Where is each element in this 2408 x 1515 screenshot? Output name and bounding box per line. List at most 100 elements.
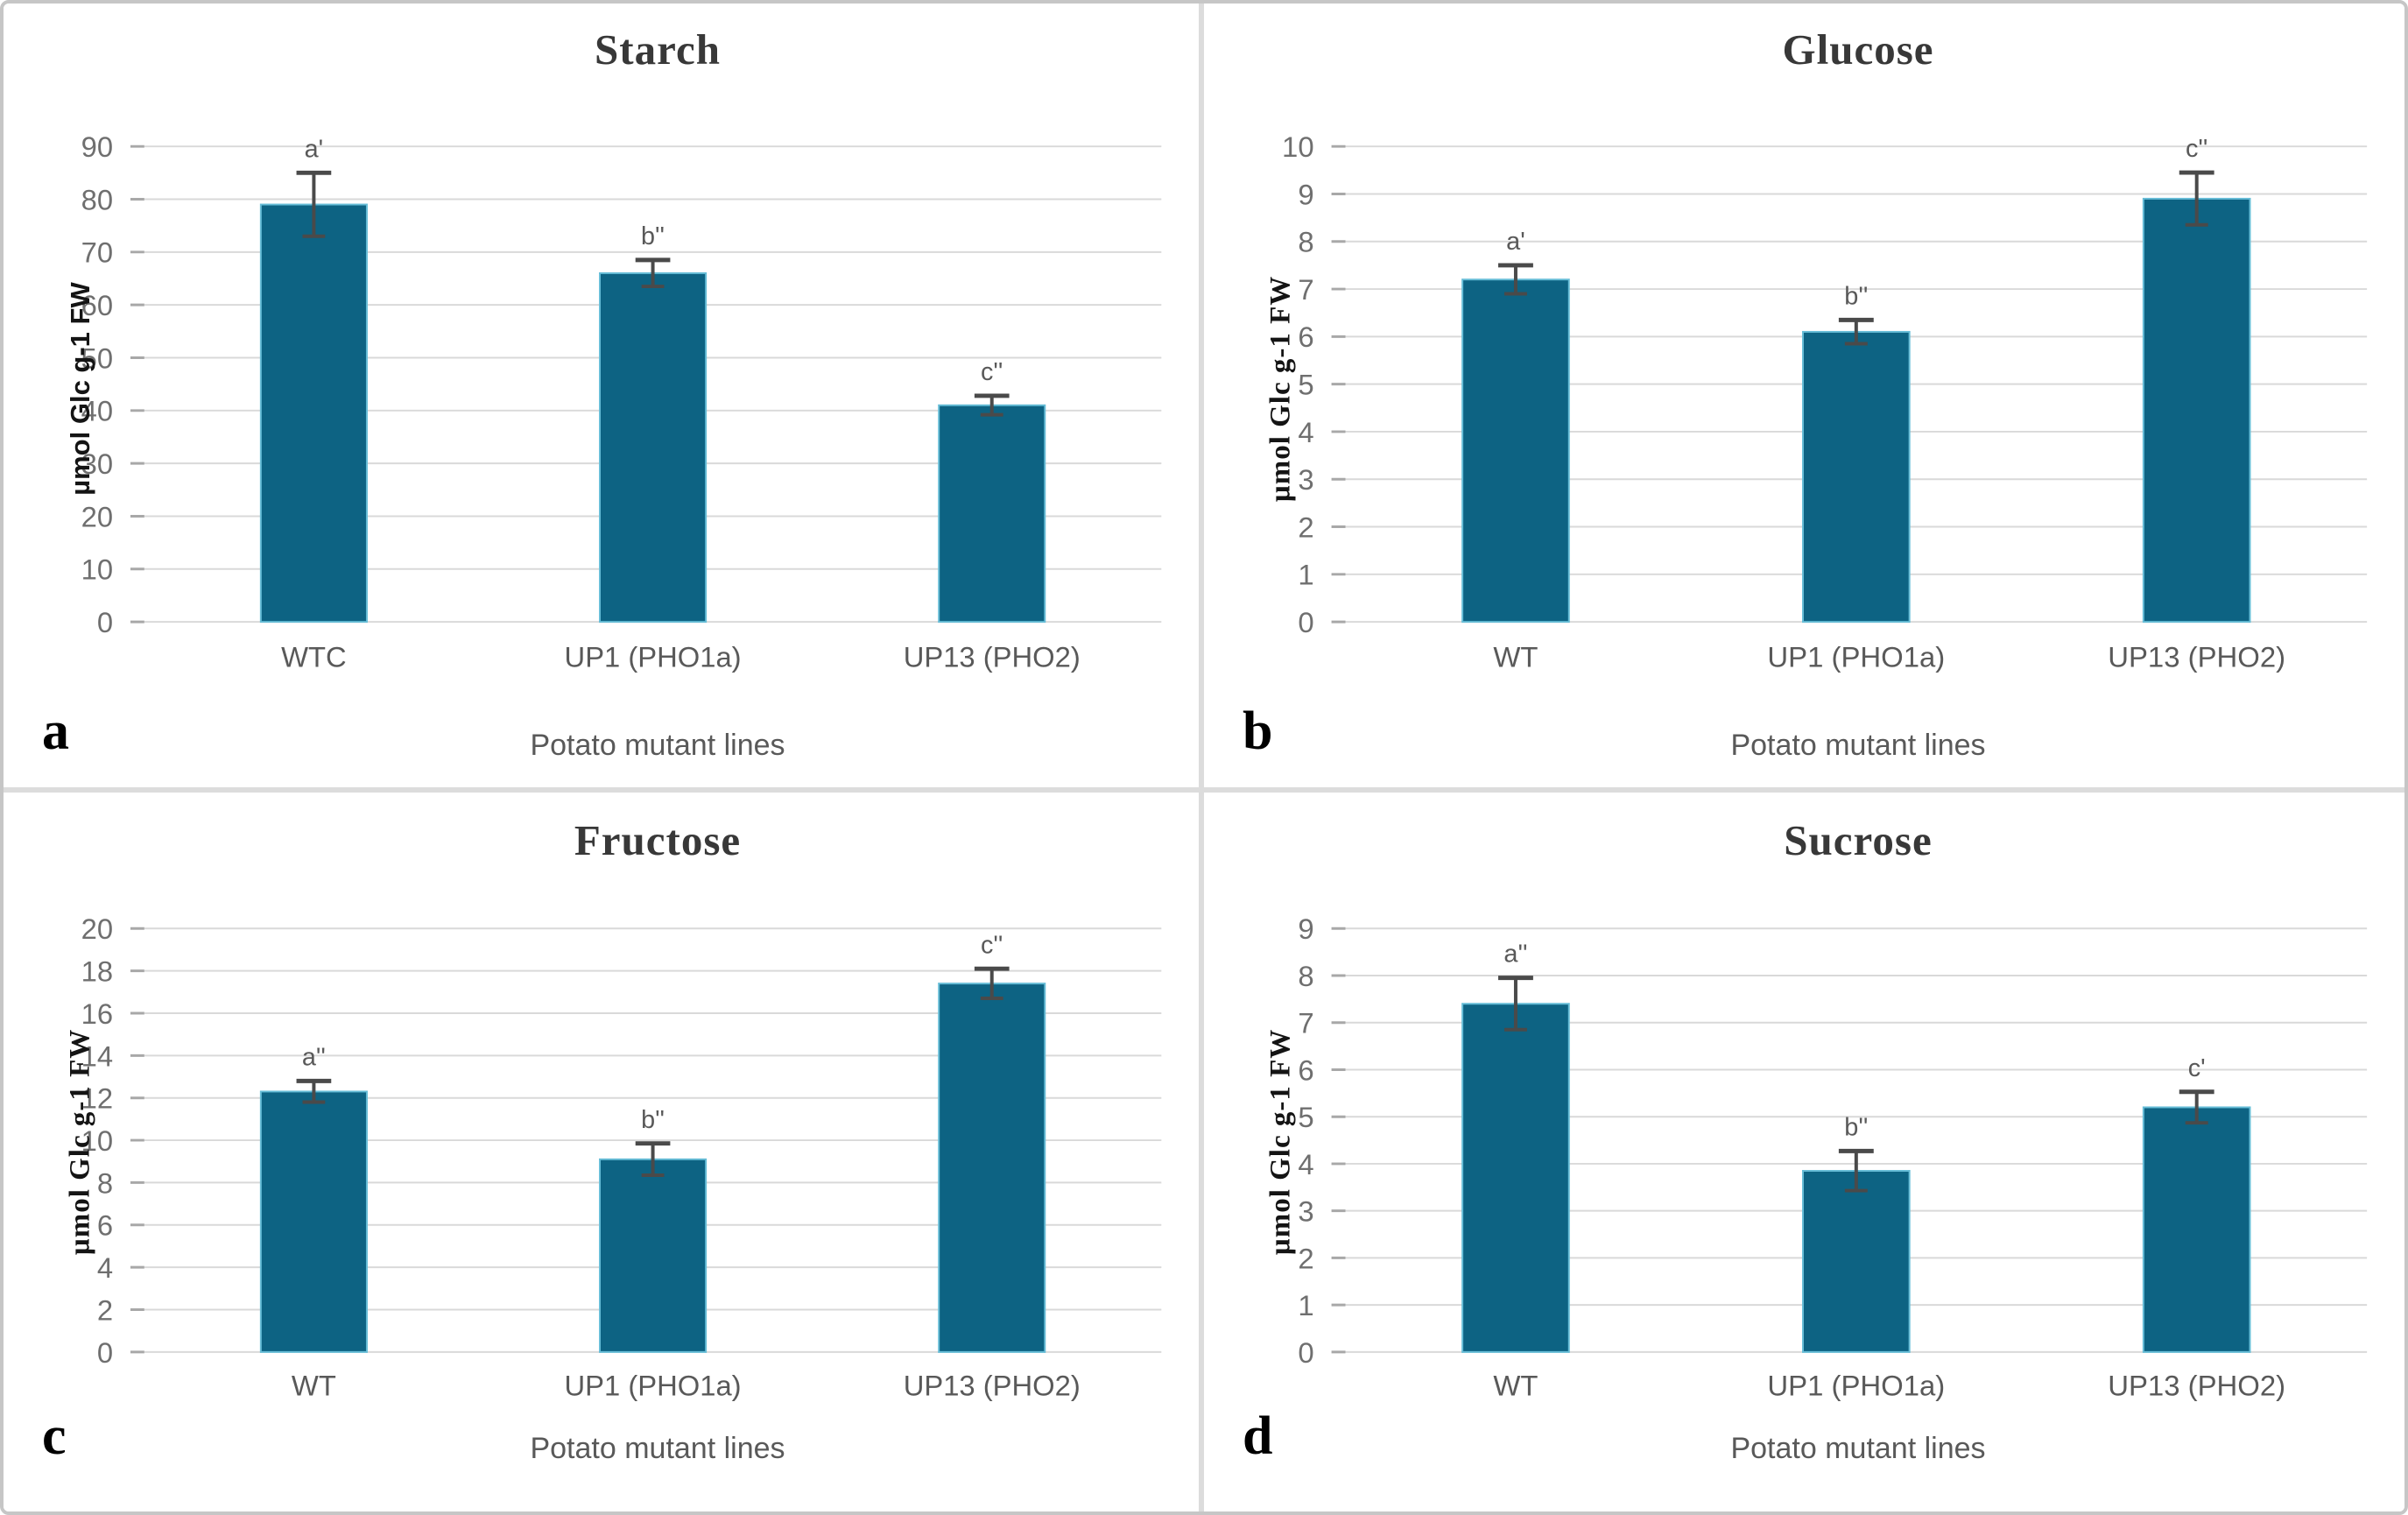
chart-title-starch: Starch bbox=[595, 25, 721, 74]
y-tick-label: 0 bbox=[97, 1336, 113, 1369]
y-tick-label: 60 bbox=[81, 289, 113, 321]
bar bbox=[259, 1090, 368, 1353]
chart-title-glucose: Glucose bbox=[1782, 25, 1934, 74]
y-tick-label: 7 bbox=[1298, 273, 1313, 306]
sucrose-bar-chart: 0 1 2 3 4 5 6 7 8 9 a'' WT b'' UP1 (PHO1a) c' UP13 (PHO… bbox=[1298, 913, 2368, 1402]
category-label: WT bbox=[1493, 641, 1538, 673]
category-label: UP1 (PHO1a) bbox=[1767, 641, 1945, 673]
y-tick-label: 7 bbox=[1298, 1007, 1313, 1039]
x-axis-label: Potato mutant lines bbox=[1730, 729, 1986, 762]
starch-bar-chart: 0 10 20 30 40 50 60 70 80 90 a' WTC b'' UP1 (PHO1a) c'… bbox=[81, 130, 1162, 673]
chart-title-fructose: Fructose bbox=[574, 816, 742, 864]
y-tick-label: 10 bbox=[81, 553, 113, 586]
panel-letter-b: b bbox=[1243, 701, 1273, 761]
significance-label: c'' bbox=[2186, 135, 2207, 163]
y-tick-label: 1 bbox=[1298, 559, 1313, 591]
category-label: UP13 (PHO2) bbox=[904, 641, 1081, 673]
y-tick-label: 18 bbox=[81, 955, 113, 988]
y-tick-label: 5 bbox=[1298, 1101, 1313, 1133]
y-axis-label: µmol Glc g-1 FW bbox=[65, 282, 95, 496]
panel-sucrose: 0 1 2 3 4 5 6 7 8 9 a'' WT b'' UP1 (PHO1a) c' UP13 (PHO… bbox=[1204, 793, 2404, 1511]
y-tick-label: 9 bbox=[1298, 913, 1313, 945]
significance-label: b'' bbox=[1844, 283, 1868, 311]
category-label: UP13 (PHO2) bbox=[2108, 1370, 2285, 1402]
bar bbox=[938, 404, 1046, 624]
significance-label: c' bbox=[2188, 1054, 2206, 1082]
y-tick-label: 90 bbox=[81, 130, 113, 163]
glucose-bar-chart: 0 1 2 3 4 5 6 7 8 9 10 a' WT b'' UP1 (PHO1a) c'' UP13 (P… bbox=[1282, 130, 2368, 673]
y-tick-label: 16 bbox=[81, 997, 113, 1030]
chart-title-sucrose: Sucrose bbox=[1784, 816, 1933, 864]
y-axis-label: µmol Glc g-1 FW bbox=[1264, 275, 1297, 503]
y-tick-label: 0 bbox=[1298, 606, 1313, 638]
panel-letter-c: c bbox=[42, 1406, 67, 1466]
y-tick-label: 30 bbox=[81, 447, 113, 480]
y-tick-label: 20 bbox=[81, 913, 113, 945]
y-tick-label: 70 bbox=[81, 236, 113, 269]
category-label: WT bbox=[1493, 1370, 1538, 1402]
significance-label: b'' bbox=[641, 222, 665, 250]
bar bbox=[2142, 197, 2251, 624]
y-tick-label: 40 bbox=[81, 395, 113, 427]
category-label: UP1 (PHO1a) bbox=[565, 1370, 742, 1402]
y-tick-label: 4 bbox=[1298, 416, 1313, 448]
y-tick-label: 10 bbox=[1282, 130, 1314, 163]
bar bbox=[1802, 1170, 1911, 1353]
panel-letter-d: d bbox=[1243, 1406, 1273, 1466]
y-tick-label: 3 bbox=[1298, 1195, 1313, 1228]
y-tick-label: 8 bbox=[1298, 960, 1313, 992]
panel-starch: 0 10 20 30 40 50 60 70 80 90 a' WTC b'' UP1 (PHO1a) c'… bbox=[4, 4, 1204, 793]
category-label: UP1 (PHO1a) bbox=[565, 641, 742, 673]
y-tick-label: 6 bbox=[1298, 1053, 1313, 1086]
y-tick-label: 9 bbox=[1298, 178, 1313, 210]
bar bbox=[1461, 1003, 1570, 1353]
y-tick-label: 20 bbox=[81, 500, 113, 532]
bar bbox=[938, 983, 1046, 1353]
y-tick-label: 6 bbox=[97, 1209, 113, 1242]
y-tick-label: 6 bbox=[1298, 321, 1313, 353]
y-tick-label: 0 bbox=[1298, 1336, 1313, 1369]
bar bbox=[2142, 1106, 2251, 1353]
category-label: WT bbox=[292, 1370, 336, 1402]
y-axis-label: µmol Glc g-1 FW bbox=[1264, 1028, 1297, 1256]
panel-fructose: 0 2 4 6 8 10 12 14 16 18 20 a'' WT b'' UP1 (PHO1a) c'' U… bbox=[4, 793, 1204, 1511]
bar bbox=[1461, 278, 1570, 624]
y-tick-label: 8 bbox=[97, 1166, 113, 1199]
y-tick-label: 50 bbox=[81, 342, 113, 374]
y-tick-label: 4 bbox=[1298, 1148, 1313, 1180]
significance-label: a'' bbox=[302, 1043, 326, 1071]
significance-label: a' bbox=[1506, 228, 1525, 256]
x-axis-label: Potato mutant lines bbox=[530, 1432, 785, 1465]
y-tick-label: 2 bbox=[97, 1293, 113, 1326]
fructose-bar-chart: 0 2 4 6 8 10 12 14 16 18 20 a'' WT b'' UP1 (PHO1a) c'' U… bbox=[81, 913, 1162, 1402]
category-label: WTC bbox=[281, 641, 347, 673]
y-tick-label: 14 bbox=[81, 1039, 113, 1072]
bar bbox=[1802, 330, 1911, 624]
x-axis-label: Potato mutant lines bbox=[1730, 1432, 1986, 1465]
significance-label: c'' bbox=[981, 931, 1003, 959]
significance-label: b'' bbox=[1844, 1114, 1868, 1142]
y-tick-label: 0 bbox=[97, 606, 113, 638]
category-label: UP1 (PHO1a) bbox=[1767, 1370, 1945, 1402]
y-tick-label: 80 bbox=[81, 183, 113, 215]
panel-glucose: 0 1 2 3 4 5 6 7 8 9 10 a' WT b'' UP1 (PHO1a) c'' UP13 (P… bbox=[1204, 4, 2404, 793]
y-tick-label: 2 bbox=[1298, 511, 1313, 544]
significance-label: c'' bbox=[981, 358, 1003, 386]
y-tick-label: 12 bbox=[81, 1082, 113, 1115]
y-tick-label: 8 bbox=[1298, 226, 1313, 258]
significance-label: b'' bbox=[641, 1106, 665, 1134]
y-tick-label: 4 bbox=[97, 1251, 113, 1284]
bar bbox=[599, 271, 708, 624]
bar bbox=[259, 203, 368, 624]
category-label: UP13 (PHO2) bbox=[2108, 641, 2285, 673]
bar bbox=[599, 1158, 708, 1353]
category-label: UP13 (PHO2) bbox=[904, 1370, 1081, 1402]
y-tick-label: 5 bbox=[1298, 369, 1313, 401]
y-tick-label: 1 bbox=[1298, 1289, 1313, 1321]
y-tick-label: 2 bbox=[1298, 1242, 1313, 1274]
y-tick-label: 3 bbox=[1298, 463, 1313, 496]
y-axis-label: µmol Glc g-1 FW bbox=[64, 1028, 96, 1256]
panel-letter-a: a bbox=[42, 701, 69, 761]
significance-label: a'' bbox=[1503, 941, 1527, 969]
